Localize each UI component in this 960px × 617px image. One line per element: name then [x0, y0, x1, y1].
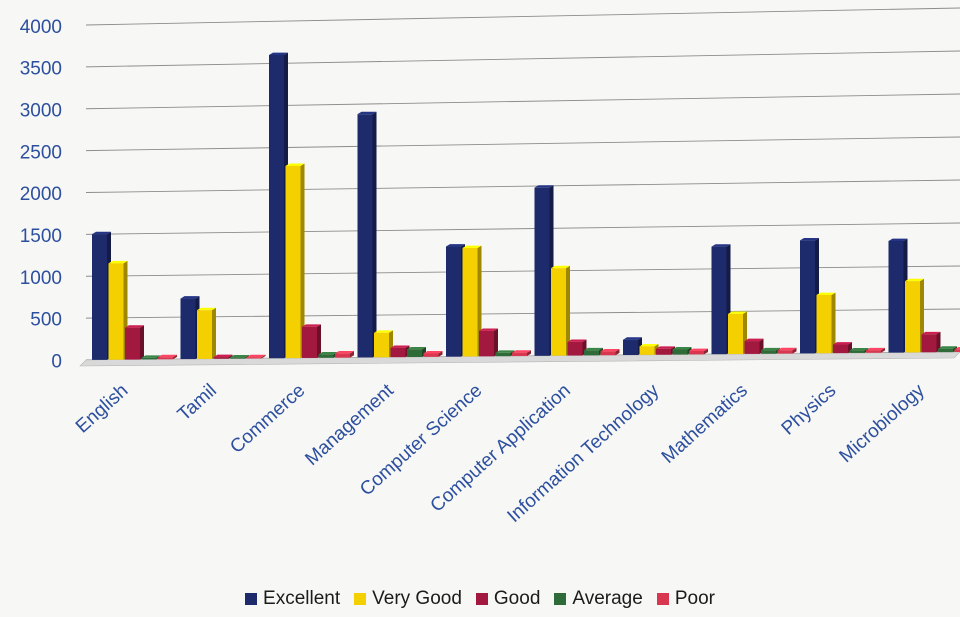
bar-poor [423, 351, 443, 357]
legend-label: Average [572, 588, 643, 609]
y-tick-label: 0 [51, 351, 62, 372]
gridline [85, 222, 960, 235]
bar-very-good [374, 330, 393, 358]
legend-item: Very Good [354, 588, 462, 610]
bar-good [390, 345, 410, 358]
legend-swatch [354, 593, 367, 605]
y-tick-label: 4000 [20, 17, 62, 38]
bar-very-good [639, 343, 659, 355]
bar-poor [246, 354, 266, 359]
bar-poor [600, 348, 620, 356]
x-tick-label: Mathematics [658, 380, 752, 468]
bar-good [567, 339, 587, 356]
gridline [85, 136, 960, 152]
gridline [85, 7, 960, 26]
x-tick-label: Management [301, 380, 398, 470]
legend-label: Good [493, 588, 541, 609]
bar-excellent [446, 244, 465, 357]
gridline [85, 179, 960, 193]
legend-item: Good [475, 588, 541, 610]
legend-item: Excellent [245, 588, 340, 610]
y-tick-label: 1000 [20, 268, 62, 289]
bars [92, 52, 960, 360]
legend-swatch [475, 593, 488, 605]
gridline [85, 93, 960, 110]
legend-swatch [245, 593, 258, 605]
bar-excellent [180, 296, 200, 360]
bar-excellent [888, 238, 908, 353]
y-tick-label: 2000 [20, 184, 62, 205]
legend-swatch [554, 593, 567, 605]
bar-average [230, 354, 249, 359]
bar-excellent [800, 237, 819, 354]
bar-poor [689, 348, 708, 355]
bar-very-good [197, 307, 216, 359]
y-axis: 0 500 1000 1500 2000 2500 3000 3500 4000 [20, 17, 62, 373]
gridline [85, 265, 960, 277]
bar-very-good [108, 260, 128, 360]
y-tick-label: 3000 [20, 101, 62, 122]
y-tick-label: 3500 [20, 59, 62, 80]
bar-good [921, 331, 941, 353]
legend-label: Poor [674, 588, 715, 609]
bar-poor [512, 350, 531, 357]
bar-poor [954, 347, 960, 352]
bar-good [479, 328, 498, 357]
bar-good [213, 354, 233, 359]
legend-swatch [656, 593, 669, 605]
bar-excellent [534, 185, 554, 356]
bar-average [938, 346, 957, 353]
bar-excellent [711, 244, 731, 355]
bar-good [302, 324, 321, 358]
bar-good [656, 346, 675, 355]
bar-poor [777, 347, 797, 354]
bar-average [849, 347, 869, 353]
bar-very-good [905, 278, 924, 353]
bar-poor [158, 354, 177, 360]
bar-excellent [269, 52, 288, 359]
gridline [85, 50, 960, 68]
legend-item: Poor [656, 588, 715, 610]
bar-excellent [357, 111, 377, 358]
y-tick-label: 500 [30, 310, 62, 331]
x-tick-label: Tamil [174, 380, 221, 425]
legend-item: Average [554, 588, 643, 610]
x-tick-label: Microbiology [836, 380, 930, 467]
bar-very-good [551, 265, 570, 356]
y-tick-label: 1500 [20, 226, 62, 247]
bar-very-good [462, 245, 482, 357]
bar-average [407, 346, 426, 357]
legend-label: Excellent [263, 588, 341, 609]
chart-plot: 0 500 1000 1500 2000 2500 3000 3500 4000 English… [20, 7, 960, 527]
bar-good [833, 342, 852, 354]
legend-label: Very Good [372, 588, 462, 609]
bar-very-good [816, 292, 836, 354]
bar-poor [866, 347, 885, 353]
x-tick-label: Commerce [226, 380, 309, 458]
x-tick-label: English [72, 380, 132, 437]
bar-excellent [92, 231, 111, 360]
bar-average [318, 352, 338, 358]
bar-excellent [623, 337, 642, 356]
bar-very-good [728, 311, 747, 355]
bar-average [584, 347, 603, 356]
bar-good [125, 325, 144, 360]
bar-very-good [285, 163, 305, 359]
bar-good [744, 338, 764, 354]
bar-average [495, 350, 515, 357]
x-tick-label: Physics [778, 380, 841, 439]
y-tick-label: 2500 [20, 142, 62, 163]
bar-average [761, 347, 780, 354]
bar-average [672, 347, 692, 355]
legend: Excellent Very Good Good Average Poor [0, 588, 960, 610]
bar-poor [335, 351, 354, 358]
x-tick-label: Information Technology [504, 380, 664, 527]
